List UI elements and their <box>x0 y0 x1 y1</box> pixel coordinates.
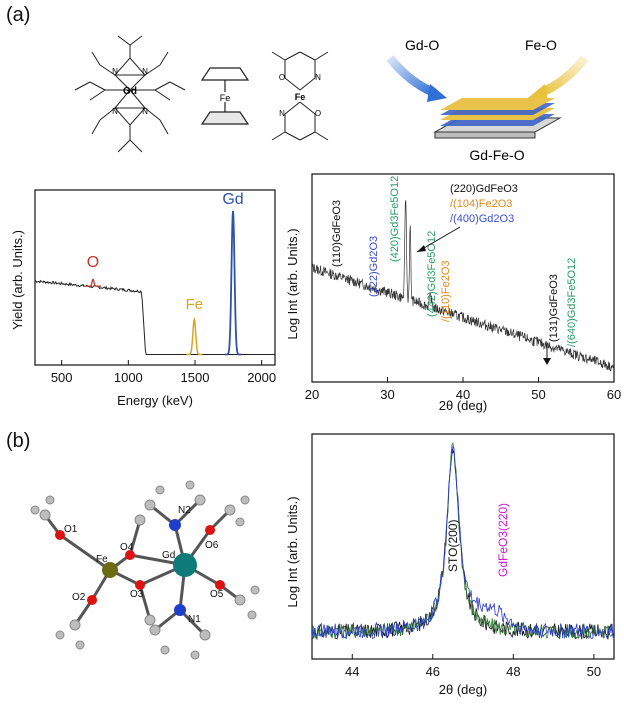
x-tick-label: 48 <box>506 664 520 679</box>
xrd-annot-640: /(640)Gd3Fe5O12 <box>566 258 578 347</box>
x-tick-label: 40 <box>456 387 470 402</box>
x-tick-label: 1000 <box>114 370 143 385</box>
x-tick-label: 30 <box>380 387 394 402</box>
sto-series-3 <box>311 445 615 640</box>
xrd-annot-220: (220)GdFeO3 <box>450 183 518 195</box>
n-label: N <box>142 107 148 116</box>
x-tick-label: 50 <box>587 664 601 679</box>
xrd-131-arrowhead <box>543 358 551 365</box>
x-tick-label: 46 <box>426 664 440 679</box>
sto-annot-gdfeo3: GdFeO3(220) <box>496 503 510 577</box>
sto-annot-sto: STO(200) <box>446 520 460 572</box>
x-tick-label: 500 <box>51 370 73 385</box>
sto-plot-frame <box>311 433 615 660</box>
atom-label-n1: N1 <box>188 614 201 625</box>
sto-chart: 44 46 48 50 2θ (deg) Log Int (arb. Units.) … <box>285 433 615 697</box>
gd-amidinate-structure <box>74 35 186 153</box>
xrd-annot-arrowhead <box>417 245 426 252</box>
precursor-structures: Gd N N N N Fe Fe O N N O <box>74 35 329 153</box>
atom-label-n2: N2 <box>178 505 191 516</box>
xrd-annot-442: (442)Gd3Fe5O12 <box>426 231 438 317</box>
x-tick-label: 50 <box>531 387 545 402</box>
xrd-annot-131: (131)GdFeO3 <box>548 274 560 342</box>
rbs-chart: 500 1000 1500 2000 Energy (keV) Yield (arb.… <box>10 189 276 408</box>
fe-o-arrowhead <box>528 84 548 102</box>
xrd-annot-110fe: /(110)Fe2O3 <box>440 260 452 322</box>
n-label: N <box>112 67 118 76</box>
sto-ylabel: Log Int (arb. Units.) <box>285 496 300 607</box>
rbs-ylabel: Yield (arb. Units.) <box>10 230 25 330</box>
gd-o-arrow <box>386 55 437 98</box>
xrd-annot-400: /(400)Gd2O3 <box>450 213 514 225</box>
atom-label-o2: O2 <box>72 592 86 603</box>
n-label: N <box>315 73 321 82</box>
o-label: O <box>279 73 285 82</box>
xrd-annot-222: (222)Gd2O3 <box>368 236 380 297</box>
fe2-center-label: Fe <box>295 92 306 102</box>
panel-label-b: (b) <box>6 430 31 452</box>
rbs-o-peak <box>84 278 102 287</box>
molecule-heteroatoms <box>55 519 225 616</box>
rbs-peak-label-o: O <box>87 254 99 271</box>
atom-label-fe: Fe <box>96 554 108 565</box>
xrd-chart: 20 30 40 50 60 2θ (deg) Log Int (arb. Units.… <box>285 173 621 413</box>
gd-o-arrowhead <box>427 84 447 102</box>
rbs-plot-frame <box>34 189 276 366</box>
film-label: Gd-Fe-O <box>469 147 524 163</box>
x-tick-label: 20 <box>305 387 319 402</box>
ald-scheme: Gd-O Fe-O Gd-Fe-O <box>386 37 589 163</box>
atom-label-gd: Gd <box>162 550 175 561</box>
n-label: N <box>112 107 118 116</box>
rbs-xlabel: Energy (keV) <box>117 393 193 408</box>
ferrocene-structure <box>200 67 250 125</box>
sto-xlabel: 2θ (deg) <box>439 682 487 697</box>
panel-label-a: (a) <box>6 4 31 26</box>
x-tick-label: 60 <box>607 387 621 402</box>
rbs-gd-peak <box>225 210 241 356</box>
atom-label-o4: O4 <box>120 542 134 553</box>
rbs-fe-peak <box>186 316 203 356</box>
sto-series-1 <box>311 448 615 641</box>
sto-series-2 <box>311 441 615 640</box>
x-tick-label: 1500 <box>181 370 210 385</box>
molecule-structure: O1 O2 O4 O3 O6 O5 N2 N1 Fe Gd <box>30 480 260 660</box>
rbs-spectrum-line <box>34 279 275 355</box>
gd-o-label: Gd-O <box>405 37 439 53</box>
fe-o-label: Fe-O <box>525 37 557 53</box>
rbs-peak-label-fe: Fe <box>186 296 204 313</box>
atom-label-o1: O1 <box>64 524 78 535</box>
fe-enaminone-structure <box>271 51 329 141</box>
x-tick-label: 44 <box>345 664 359 679</box>
n-label: N <box>142 67 148 76</box>
o-label: O <box>315 109 321 118</box>
x-tick-label: 2000 <box>247 370 276 385</box>
fe-center-label: Fe <box>220 93 231 103</box>
xrd-xlabel: 2θ (deg) <box>439 398 487 413</box>
molecule-carbon-atoms <box>30 480 260 660</box>
atom-label-o6: O6 <box>205 540 219 551</box>
xrd-ylabel: Log Int (arb. Units.) <box>285 228 300 339</box>
rbs-peak-label-gd: Gd <box>222 191 243 208</box>
film-stack <box>433 98 562 139</box>
atom-label-o5: O5 <box>210 589 224 600</box>
xrd-annot-110: (110)GdFeO3 <box>331 200 343 267</box>
n-label: N <box>279 109 285 118</box>
xrd-annot-420: (420)Gd3Fe5O12 <box>389 176 401 262</box>
atom-label-o3: O3 <box>130 589 144 600</box>
fe-o-arrow <box>538 55 589 98</box>
xrd-pattern-line <box>311 200 615 372</box>
xrd-annot-104: /(104)Fe2O3 <box>450 198 512 210</box>
gd-center-label: Gd <box>123 86 137 97</box>
